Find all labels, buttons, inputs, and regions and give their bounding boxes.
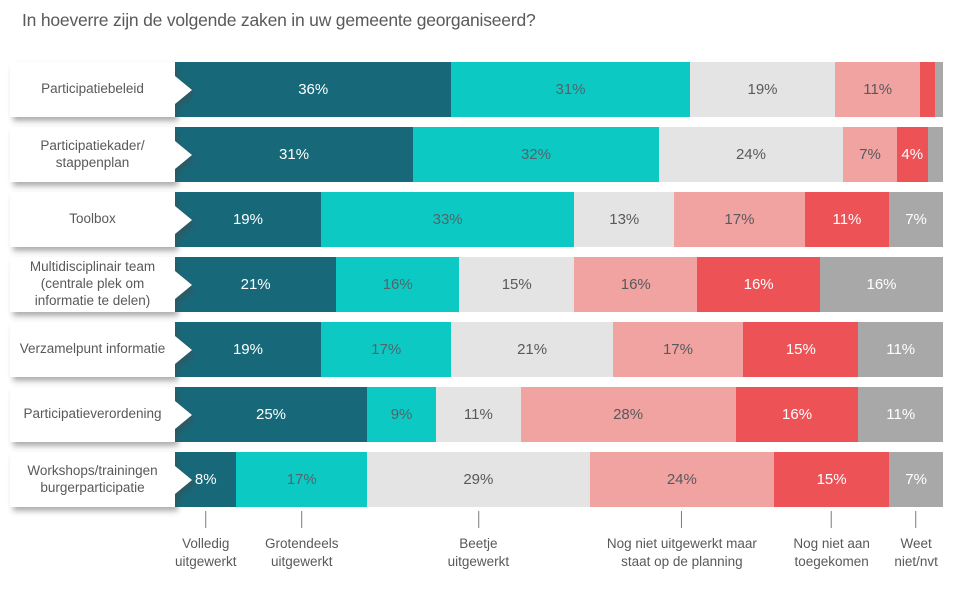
legend-tick (205, 511, 207, 528)
bar-segment: 15% (459, 257, 575, 312)
row-label-box: Participatiebeleid (10, 62, 175, 117)
bar-segment: 16% (735, 387, 859, 442)
bar-segment: 17% (320, 322, 452, 377)
bar-segment: 21% (451, 322, 613, 377)
row-label-text: Multidisciplinair team (centrale plek om… (29, 259, 156, 308)
row-label-box: Workshops/trainingen burgerparticipatie (10, 452, 175, 507)
bar-segment: 15% (743, 322, 859, 377)
bar-segment: 7% (889, 192, 943, 247)
stacked-bar: 36% 31% 19% 11% (175, 62, 943, 117)
stacked-bar: 21% 16% 15% 16% 16% 16% (175, 257, 943, 312)
chart-rows: Participatiebeleid 36% 31% 19% 11% Particip… (10, 62, 943, 517)
legend-tick (915, 511, 917, 528)
chart-row: Participatiekader/ stappenplan 31% 32% 24%… (10, 127, 943, 182)
legend-label: Nog niet aan toegekomen (793, 536, 870, 570)
legend-tick (477, 511, 479, 528)
legend-label: Beetje uitgewerkt (447, 536, 510, 570)
bar-segment: 25% (175, 387, 367, 442)
bar-segment (927, 127, 943, 182)
bar-segment: 9% (367, 387, 437, 442)
legend-tick (681, 511, 683, 528)
row-label: Toolbox (10, 192, 175, 247)
chart-row: Participatiebeleid 36% 31% 19% 11% (10, 62, 943, 117)
chart-title: In hoeverre zijn de volgende zaken in uw… (22, 10, 536, 30)
row-label-box: Participatiekader/ stappenplan (10, 127, 175, 182)
stacked-bar: 19% 33% 13% 17% 11% 7% (175, 192, 943, 247)
chart-row: Workshops/trainingen burgerparticipatie … (10, 452, 943, 507)
chart-row: Multidisciplinair team (centrale plek om… (10, 257, 943, 312)
bar-segment (935, 62, 943, 117)
bar-segment: 11% (858, 322, 943, 377)
bar-segment: 19% (175, 192, 321, 247)
bar-segment: 24% (589, 452, 775, 507)
legend-item: Nog niet aan toegekomen (793, 511, 870, 571)
bar-segment: 24% (658, 127, 844, 182)
row-label: Verzamelpunt informatie (10, 322, 175, 377)
bar-segment: 16% (820, 257, 943, 312)
chart-row: Toolbox 19% 33% 13% 17% 11% 7% (10, 192, 943, 247)
bar-segment: 11% (858, 387, 943, 442)
legend-tick (301, 511, 303, 528)
bar-segment: 7% (843, 127, 897, 182)
bar-segment: 31% (175, 127, 414, 182)
legend-item: Beetje uitgewerkt (447, 511, 510, 571)
bar-segment: 4% (896, 127, 928, 182)
legend-label: Nog niet uitgewerkt maar staat op de pla… (606, 536, 757, 570)
bar-segment (919, 62, 936, 117)
bar-segment: 19% (689, 62, 836, 117)
bar-segment: 15% (774, 452, 890, 507)
bar-segment: 17% (236, 452, 367, 507)
row-label-box: Verzamelpunt informatie (10, 322, 175, 377)
bar-segment: 16% (697, 257, 821, 312)
bar-segment: 29% (366, 452, 590, 507)
bar-segment: 11% (835, 62, 920, 117)
stacked-bar: 31% 32% 24% 7% 4% (175, 127, 943, 182)
legend-item: Weet niet/nvt (894, 511, 938, 571)
row-label: Workshops/trainingen burgerparticipatie (10, 452, 175, 507)
row-label: Participatiekader/ stappenplan (10, 127, 175, 182)
stacked-bar: 25% 9% 11% 28% 16% 11% (175, 387, 943, 442)
legend-label: Grotendeels uitgewerkt (264, 536, 339, 570)
row-label-text: Verzamelpunt informatie (19, 341, 166, 357)
bar-segment: 36% (175, 62, 452, 117)
bar-segment: 16% (574, 257, 698, 312)
stacked-bar: 8% 17% 29% 24% 15% 7% (175, 452, 943, 507)
bar-segment: 21% (175, 257, 337, 312)
legend-tick (831, 511, 833, 528)
row-label-text: Toolbox (69, 211, 116, 227)
row-label-text: Participatiebeleid (41, 81, 144, 97)
row-label: Participatieverordening (10, 387, 175, 442)
bar-segment: 17% (612, 322, 744, 377)
bar-segment: 31% (451, 62, 690, 117)
row-label-box: Multidisciplinair team (centrale plek om… (10, 257, 175, 312)
legend-item: Volledig uitgewerkt (174, 511, 237, 571)
legend-label: Weet niet/nvt (894, 536, 938, 570)
row-label-text: Participatiekader/ stappenplan (40, 137, 145, 170)
row-label-text: Workshops/trainingen burgerparticipatie (27, 462, 158, 495)
row-label-box: Participatieverordening (10, 387, 175, 442)
legend-label: Volledig uitgewerkt (174, 536, 237, 570)
bar-segment: 11% (436, 387, 521, 442)
row-label-box: Toolbox (10, 192, 175, 247)
row-label-text: Participatieverordening (23, 406, 162, 422)
bar-segment: 32% (413, 127, 659, 182)
chart-row: Participatieverordening 25% 9% 11% 28% 16% 11… (10, 387, 943, 442)
chart-row: Verzamelpunt informatie 19% 17% 21% 17% 15% 1… (10, 322, 943, 377)
legend-item: Nog niet uitgewerkt maar staat op de pla… (607, 511, 757, 571)
legend-item: Grotendeels uitgewerkt (264, 511, 339, 571)
legend: Volledig uitgewerkt Grotendeels uitgewerk… (175, 511, 943, 596)
row-label: Multidisciplinair team (centrale plek om… (10, 257, 175, 312)
bar-segment: 16% (336, 257, 460, 312)
bar-segment: 7% (889, 452, 943, 507)
bar-segment: 13% (574, 192, 675, 247)
bar-segment: 17% (674, 192, 805, 247)
bar-segment: 33% (320, 192, 575, 247)
stacked-bar: 19% 17% 21% 17% 15% 11% (175, 322, 943, 377)
bar-segment: 11% (804, 192, 890, 247)
bar-segment: 28% (520, 387, 736, 442)
bar-segment: 19% (175, 322, 321, 377)
row-label: Participatiebeleid (10, 62, 175, 117)
